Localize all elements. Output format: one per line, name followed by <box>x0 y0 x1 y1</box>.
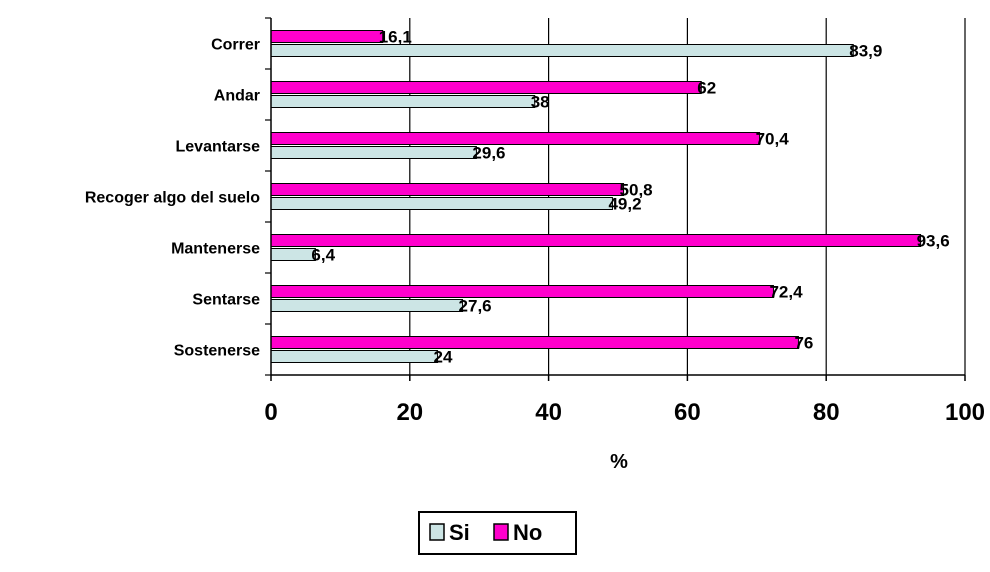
category-label: Correr <box>211 37 260 54</box>
x-tick-label: 100 <box>945 399 985 426</box>
bar-no <box>270 336 799 349</box>
x-tick-label: 60 <box>674 399 701 426</box>
bar-si <box>270 44 854 57</box>
category-label: Sostenerse <box>174 343 260 360</box>
category-labels: Correr Andar Levantarse Recoger algo del su… <box>85 37 260 360</box>
x-tick-label: 40 <box>535 399 562 426</box>
bar-no <box>270 183 625 196</box>
data-label-si: 24 <box>434 348 453 367</box>
bar-si <box>270 95 536 108</box>
bar-si <box>270 197 613 210</box>
category-label: Sentarse <box>192 292 260 309</box>
legend: Si No <box>418 511 577 555</box>
data-labels: 16,1 83,9 62 38 70,4 29,6 50,849,2 93,6 6,4 72,4 2… <box>311 28 949 367</box>
category-label: Recoger algo del suelo <box>85 190 260 207</box>
bar-si <box>270 299 464 312</box>
legend-label-no: No <box>513 520 542 545</box>
axes <box>265 17 966 381</box>
data-label-no: 62 <box>697 79 716 98</box>
data-label-no: 76 <box>794 334 813 353</box>
data-label-si: 38 <box>531 93 550 112</box>
tick-labels: 0 20 40 60 80 100 <box>264 399 985 426</box>
data-label-no: 70,4 <box>756 130 790 149</box>
category-label: Mantenerse <box>171 241 260 258</box>
legend-label-si: Si <box>449 520 470 545</box>
x-axis-title: % <box>610 451 628 473</box>
category-label: Levantarse <box>176 139 261 156</box>
bar-no <box>270 285 774 298</box>
bar-no <box>270 30 384 43</box>
category-label: Andar <box>214 88 260 105</box>
data-label-si: 27,6 <box>459 297 492 316</box>
legend-swatch-si <box>429 523 445 541</box>
x-tick-label: 80 <box>813 399 840 426</box>
legend-swatch-no <box>493 523 509 541</box>
x-tick-label: 20 <box>396 399 423 426</box>
bar-si <box>270 350 439 363</box>
bar-no <box>270 132 761 145</box>
gridlines <box>409 18 966 375</box>
data-label-si: 83,9 <box>849 42 882 61</box>
bar-si <box>270 146 477 159</box>
data-label-no: 16,1 <box>379 28 412 47</box>
bar-no <box>270 234 922 247</box>
data-label-no: 50,8 <box>620 181 653 200</box>
bar-si <box>270 248 316 261</box>
data-label-si: 49,2 <box>608 195 641 214</box>
bar-no <box>270 81 702 94</box>
bars <box>270 30 922 363</box>
data-label-no: 72,4 <box>769 283 803 302</box>
data-label-si: 29,6 <box>472 144 505 163</box>
data-label-no: 93,6 <box>917 232 950 251</box>
data-label-si: 6,4 <box>311 246 335 265</box>
x-tick-label: 0 <box>264 399 277 426</box>
